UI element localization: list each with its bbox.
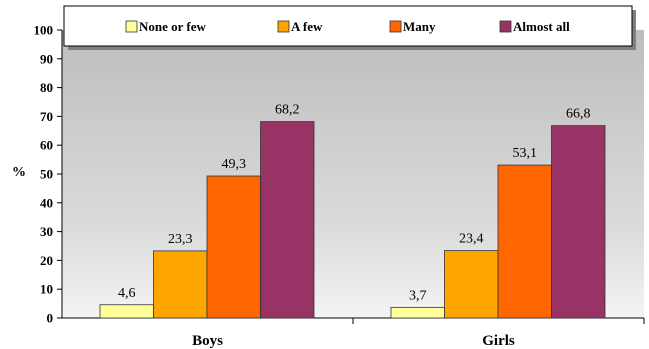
legend-swatch — [389, 20, 402, 33]
bar-girls-a-few — [444, 250, 499, 319]
bar-girls-none-or-few — [390, 306, 445, 319]
bar-boys-none-or-few — [99, 304, 154, 319]
y-tick-label: 20 — [40, 253, 53, 268]
data-label: 23,3 — [168, 232, 193, 247]
bar-girls-many — [497, 164, 552, 319]
data-label: 66,8 — [566, 107, 591, 122]
bar-boys-many — [206, 175, 261, 319]
y-tick-label: 80 — [40, 80, 53, 95]
y-tick-label: 40 — [40, 195, 53, 210]
y-tick-label: 0 — [47, 311, 54, 326]
legend-label: Almost all — [513, 19, 570, 34]
data-label: 53,1 — [513, 146, 538, 161]
legend-swatch — [125, 20, 138, 33]
data-label: 49,3 — [222, 157, 247, 172]
data-label: 23,4 — [459, 232, 484, 247]
y-tick-label: 30 — [40, 224, 53, 239]
axes: 0 10 20 30 40 50 60 70 80 90 100 Boys Girls — [34, 23, 645, 349]
y-tick-label: 90 — [40, 51, 53, 66]
data-label: 68,2 — [275, 103, 300, 118]
y-tick-label: 70 — [40, 109, 53, 124]
y-tick-label: 50 — [40, 167, 53, 182]
data-label: 4,6 — [118, 286, 136, 301]
y-tick-label: 60 — [40, 138, 53, 153]
y-tick-label: 100 — [34, 23, 54, 38]
legend-label: Many — [403, 19, 436, 34]
data-labels: 4,6 23,3 49,3 68,2 3,7 23,4 53,1 66,8 — [118, 103, 591, 304]
x-category-label: Boys — [192, 333, 223, 349]
bar-girls-almost-all — [551, 125, 606, 319]
legend-box — [63, 5, 633, 47]
legend-swatch — [499, 20, 512, 33]
y-tick-label: 10 — [40, 282, 53, 297]
legend-swatch — [277, 20, 290, 33]
legend: None or few A few Many Almost all — [63, 5, 636, 50]
legend-label: A few — [291, 19, 323, 34]
bar-boys-almost-all — [260, 121, 315, 319]
x-category-label: Girls — [482, 333, 515, 349]
legend-label: None or few — [139, 19, 207, 34]
data-label: 3,7 — [409, 288, 427, 303]
bar-boys-a-few — [153, 250, 208, 319]
y-axis-label: % — [12, 165, 26, 180]
bars — [99, 121, 606, 319]
